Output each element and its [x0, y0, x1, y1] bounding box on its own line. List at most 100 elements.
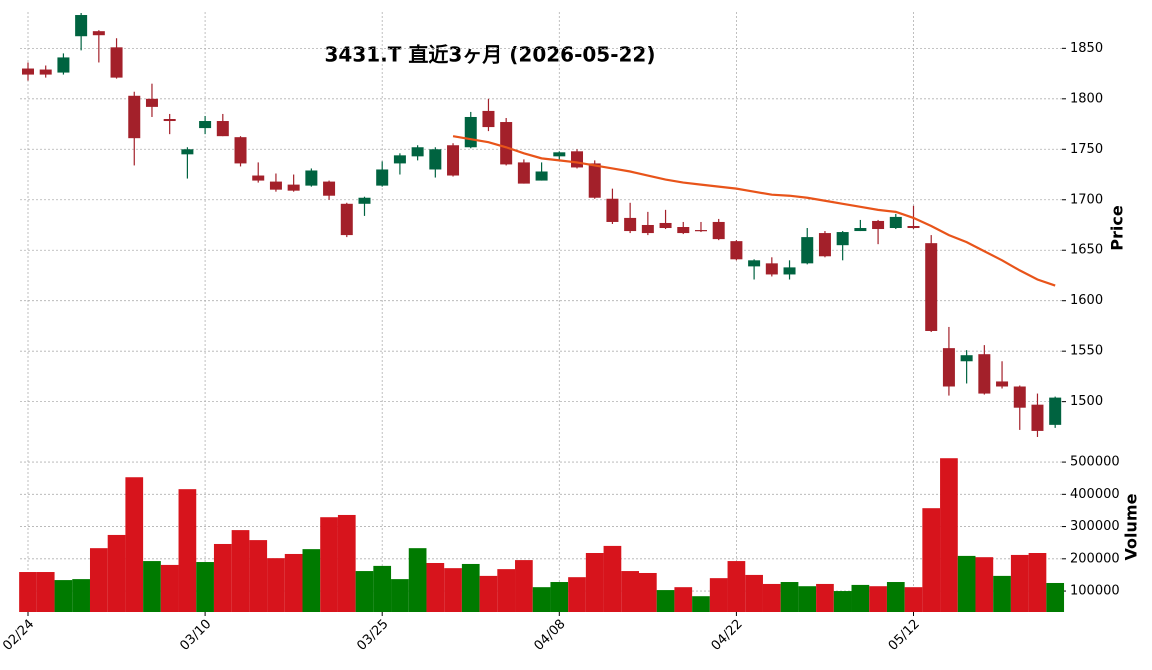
candle-body — [447, 145, 460, 176]
candle-body — [535, 171, 548, 181]
candle-body — [553, 152, 566, 157]
candle-body — [854, 228, 867, 232]
volume-bar — [302, 549, 321, 612]
y-tick-label: 1550 — [1070, 344, 1103, 359]
volume-bar — [213, 543, 232, 612]
candle-body — [765, 263, 778, 275]
candle-body — [1031, 404, 1044, 431]
volume-bar — [373, 565, 392, 612]
candle-body — [234, 137, 247, 164]
volume-bar — [125, 477, 144, 612]
volume-bar — [833, 591, 852, 612]
candle-body — [996, 381, 1009, 387]
candle-body — [677, 227, 690, 234]
volume-bar — [284, 553, 303, 612]
candle-body — [429, 149, 442, 170]
volume-bar — [178, 489, 197, 612]
x-tick-label: 03/25 — [354, 617, 391, 654]
candle-body — [199, 121, 212, 129]
volume-bar — [621, 571, 639, 612]
candle-body — [287, 184, 300, 191]
volume-bar — [851, 584, 870, 612]
candle-body — [978, 354, 991, 394]
volume-bar — [160, 564, 179, 612]
candle-body — [730, 241, 743, 260]
candle-body — [889, 216, 902, 229]
candle-body — [305, 170, 318, 186]
y-tick-label: 200000 — [1070, 551, 1120, 566]
volume-bar — [36, 572, 55, 612]
y-tick-label: 1600 — [1070, 293, 1103, 308]
candle-body — [92, 31, 105, 36]
candle-body — [181, 149, 194, 155]
volume-bar — [709, 578, 728, 612]
volume-bar — [904, 587, 923, 612]
volume-bar — [940, 458, 958, 612]
candle-body — [606, 198, 619, 222]
volume-bar — [196, 562, 214, 612]
x-tick-label: 04/08 — [532, 617, 569, 654]
y-tick-label: 1500 — [1070, 394, 1103, 409]
volume-bar — [585, 553, 604, 612]
candle-body — [110, 47, 123, 78]
candle-body — [712, 221, 725, 240]
candle-body — [659, 222, 672, 229]
volume-bar — [391, 579, 409, 612]
volume-bar — [408, 548, 427, 612]
volume-bar — [762, 583, 781, 612]
volume-bar — [444, 568, 462, 612]
volume-bar — [727, 561, 746, 612]
candle-body — [925, 243, 938, 331]
volume-bar — [692, 596, 710, 612]
candle-body — [163, 119, 176, 122]
volume-bar — [89, 548, 108, 612]
moving-average-line — [452, 135, 1056, 287]
volume-bar — [550, 582, 569, 612]
y-tick-label: 100000 — [1070, 584, 1120, 599]
volume-bar — [957, 555, 976, 612]
volume-bar — [532, 587, 551, 612]
volume-bar — [1028, 553, 1047, 612]
volume-bar — [886, 582, 905, 612]
volume-bar — [231, 530, 250, 612]
candle-body — [517, 162, 530, 184]
candle-body — [1013, 386, 1026, 408]
volume-bar — [267, 558, 285, 612]
candle-body — [500, 122, 513, 165]
candle-body — [75, 15, 88, 37]
volume-bar — [798, 586, 817, 612]
candle-body — [411, 147, 424, 157]
volume-bar — [54, 580, 73, 612]
candle-body — [694, 230, 707, 232]
volume-bar — [993, 575, 1011, 612]
candle-body — [588, 163, 601, 198]
y-tick-label: 1800 — [1070, 91, 1103, 106]
x-tick-label: 05/12 — [886, 617, 923, 654]
volume-bar — [19, 572, 37, 612]
x-tick-label: 03/10 — [177, 617, 214, 654]
volume-bar — [515, 560, 533, 612]
volume-bar — [355, 571, 374, 612]
volume-bar — [143, 561, 161, 612]
volume-bar — [603, 545, 622, 612]
y-tick-label: 300000 — [1070, 519, 1120, 534]
candle-body — [624, 217, 637, 232]
volume-bar — [780, 582, 799, 612]
candle-body — [872, 220, 885, 230]
x-tick-label: 02/24 — [0, 617, 37, 654]
volume-bar — [107, 534, 126, 612]
volume-bar — [320, 517, 338, 612]
volume-bar — [975, 557, 994, 612]
candle-body — [571, 151, 584, 168]
candle-body — [393, 155, 406, 164]
candle-body — [1049, 397, 1062, 425]
volume-bar — [479, 575, 498, 612]
candle-body — [145, 98, 158, 107]
y-tick-label: 400000 — [1070, 487, 1120, 502]
volume-axis-label: Volume — [1122, 493, 1141, 560]
y-tick-label: 1850 — [1070, 41, 1103, 56]
candle-body — [323, 181, 336, 196]
candle-body — [464, 116, 477, 148]
candle-body — [269, 181, 282, 190]
